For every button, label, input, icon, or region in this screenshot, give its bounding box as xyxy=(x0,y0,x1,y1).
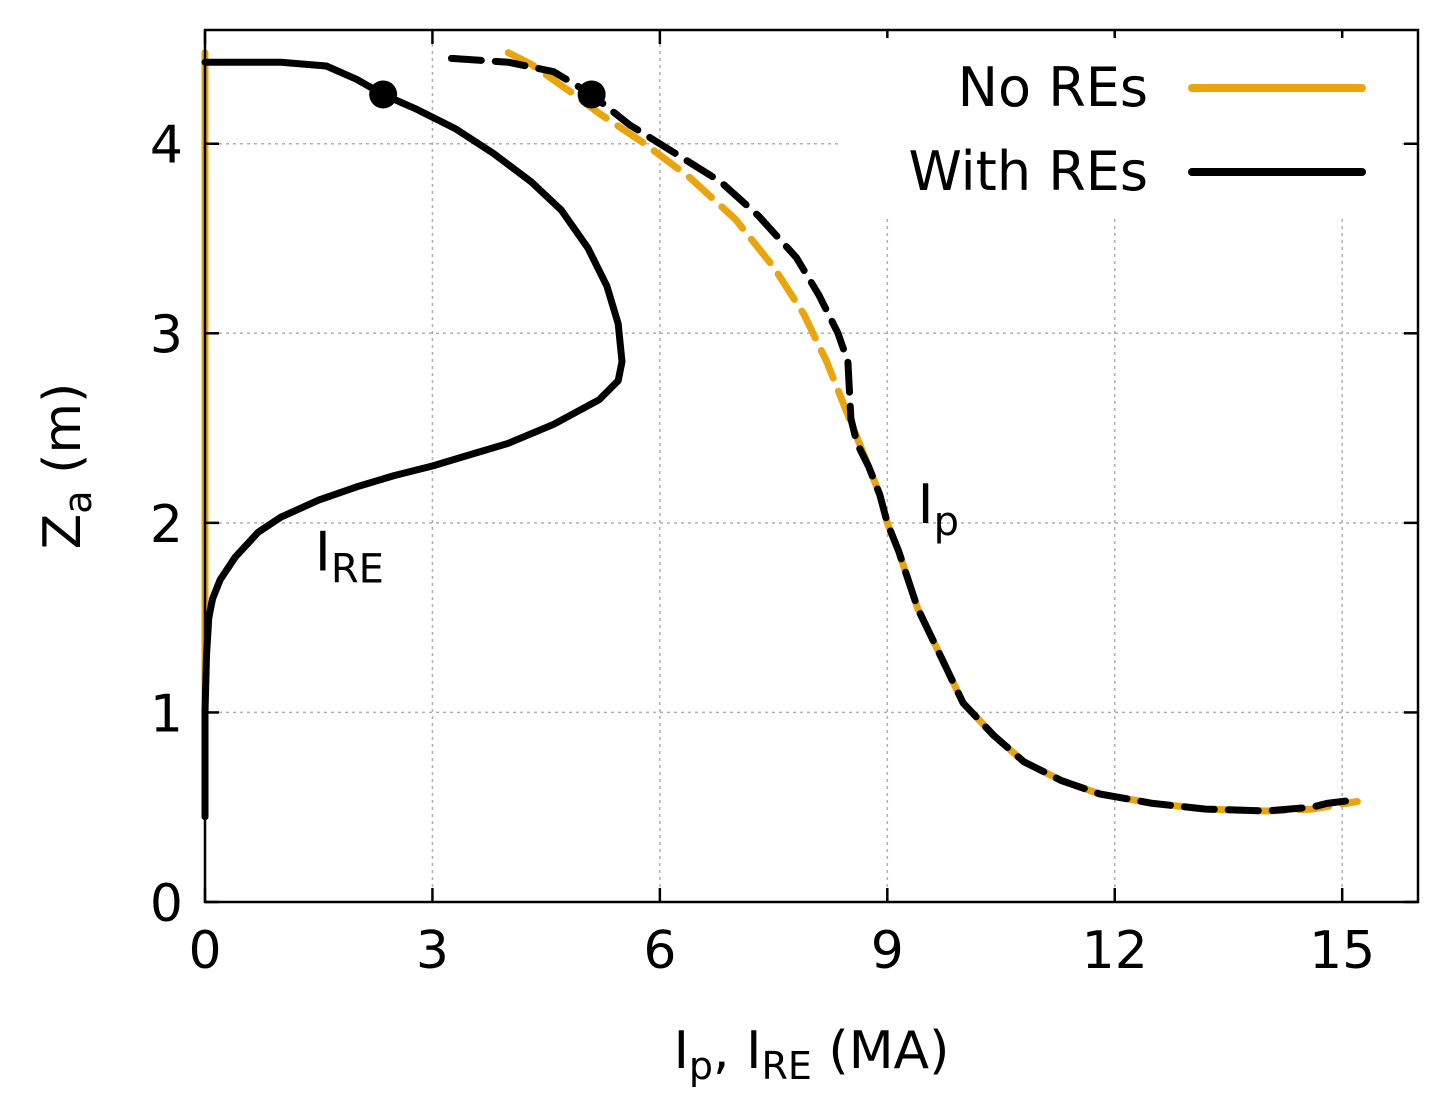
series-line-with-res-i-p xyxy=(447,54,1361,815)
y-tick-label: 2 xyxy=(150,495,183,555)
legend: No REs With REs xyxy=(908,56,1366,203)
y-axis-label: Za (m) xyxy=(33,383,100,550)
x-axis-label: Ip, IRE (MA) xyxy=(674,1021,950,1088)
legend-background xyxy=(840,38,1400,218)
y-tick-label: 1 xyxy=(150,684,183,744)
x-tick-label: 9 xyxy=(871,921,904,981)
legend-label: With REs xyxy=(908,140,1148,203)
y-tick-label: 4 xyxy=(150,116,183,176)
x-tick-label: 3 xyxy=(416,921,449,981)
legend-label: No REs xyxy=(958,56,1148,119)
annotation-label: IRE xyxy=(315,520,384,592)
annotations: IRE Ip xyxy=(315,473,959,592)
y-tick-label: 0 xyxy=(150,874,183,934)
y-tick-label: 3 xyxy=(150,305,183,365)
series-line-with-res-i-re xyxy=(201,58,626,821)
x-tick-label: 12 xyxy=(1082,921,1148,981)
plot-frame xyxy=(203,28,1420,904)
marker-point xyxy=(369,80,398,109)
x-tick-label: 0 xyxy=(188,921,221,981)
marker-point xyxy=(577,80,606,109)
tick-marks xyxy=(203,30,1418,904)
x-tick-label: 6 xyxy=(643,921,676,981)
annotation-label: Ip xyxy=(918,473,959,545)
x-tick-label: 15 xyxy=(1309,921,1375,981)
